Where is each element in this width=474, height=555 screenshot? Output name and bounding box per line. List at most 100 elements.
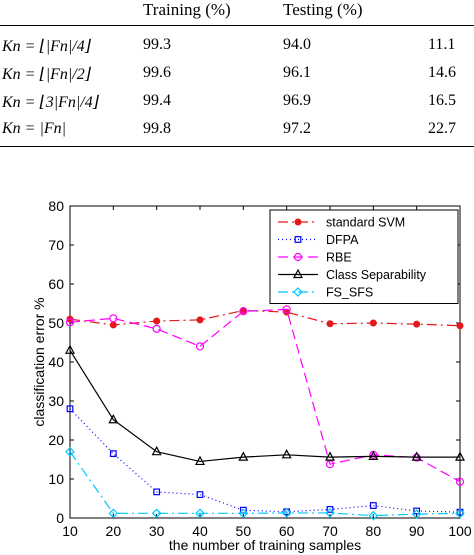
data-point [152,324,161,333]
data-point [108,508,119,519]
legend-entry: Class Separability [326,268,427,282]
data-point [109,450,117,458]
data-point [325,508,335,518]
data-point [109,321,117,329]
row-label: Kn = ⌊3|Fn|/4⌋ [2,94,99,111]
data-point [238,508,249,519]
data-point [455,451,465,461]
third-cell: 16.5 [428,92,456,109]
data-point [369,502,377,509]
y-axis-label: classification error % [31,297,47,426]
third-cell: 11.1 [428,36,456,53]
table-bottom-rule [0,146,474,147]
data-point [109,314,118,323]
series-3 [65,344,465,466]
data-point [238,451,249,461]
y-tick-label: 30 [48,393,64,409]
training-cell: 99.6 [143,64,171,81]
training-cell: 99.3 [143,36,171,53]
data-point [282,305,291,314]
y-tick-label: 20 [48,432,64,448]
training-cell: 99.4 [143,92,171,109]
series-line [69,308,461,483]
y-tick-label: 50 [48,315,64,331]
data-point [411,509,422,519]
data-point [293,268,303,279]
data-point [196,491,204,498]
data-point [369,319,377,327]
data-point [326,320,334,328]
data-point [281,449,292,459]
data-point [293,287,303,297]
testing-cell: 96.9 [283,92,311,109]
x-tick-label: 60 [279,523,295,539]
y-tick-label: 80 [48,198,64,214]
y-tick-label: 40 [48,354,64,370]
x-tick-label: 30 [149,523,165,539]
series-4 [65,446,465,521]
data-point [153,317,161,325]
data-point [65,446,75,457]
table-row: Kn = ⌊|Fn|/2⌋ 99.6 96.1 14.6 [0,62,474,86]
data-point [281,508,292,518]
data-point [411,451,422,461]
column-header-training: Training (%) [143,0,231,19]
x-tick-label: 40 [192,523,208,539]
data-point [326,506,334,513]
x-tick-label: 80 [366,523,382,539]
series-line [69,451,461,517]
data-point [368,450,379,460]
series-line [69,309,461,327]
x-tick-label: 100 [448,523,472,539]
table-top-rule [0,25,474,26]
testing-cell: 96.1 [283,64,311,81]
data-point [413,320,421,328]
table-row: Kn = ⌊|Fn|/4⌋ 99.3 94.0 11.1 [0,34,474,58]
y-tick-label: 0 [56,510,64,526]
data-point [413,507,421,515]
data-point [66,405,74,413]
series-line [69,349,460,463]
testing-cell: 97.2 [283,120,311,137]
table-row: Kn = |Fn| 99.8 97.2 22.7 [0,118,474,142]
data-point [455,508,465,519]
row-label: Kn = |Fn| [2,120,67,137]
data-point [368,510,379,521]
legend-entry: DFPA [326,233,359,247]
third-cell: 14.6 [428,64,456,81]
data-point [195,455,205,466]
column-header-testing: Testing (%) [283,0,363,19]
y-tick-label: 10 [48,471,64,487]
data-point [239,506,247,514]
data-point [456,322,464,330]
data-point [195,342,205,351]
legend-entry: FS_SFS [326,286,373,300]
x-tick-label: 50 [236,523,252,539]
x-tick-label: 70 [322,523,338,539]
x-axis-label: the number of training samples [169,537,361,553]
data-point [294,218,302,226]
x-tick-label: 10 [62,523,78,539]
data-point [293,252,303,262]
series-line [69,408,461,513]
training-cell: 99.8 [143,120,171,137]
series-2 [65,305,465,486]
x-tick-label: 20 [106,523,122,539]
legend-entry: RBE [326,251,352,265]
data-point [455,477,465,486]
table-row: Kn = ⌊3|Fn|/4⌋ 99.4 96.9 16.5 [0,90,474,114]
data-point [151,508,162,519]
error-chart: 10 20 30 40 50 60 70 80 90 10001020304050607080th… [31,198,472,553]
data-point [195,508,205,519]
y-tick-label: 60 [48,276,64,292]
row-label: Kn = ⌊|Fn|/2⌋ [2,66,91,83]
x-tick-label: 90 [409,523,425,539]
y-tick-label: 70 [48,237,64,253]
row-label: Kn = ⌊|Fn|/4⌋ [2,38,91,55]
data-point [196,316,204,324]
data-point [108,413,119,424]
data-point [151,445,162,456]
data-point [65,344,75,354]
data-point [65,318,75,327]
legend-entry: standard SVM [326,216,405,230]
